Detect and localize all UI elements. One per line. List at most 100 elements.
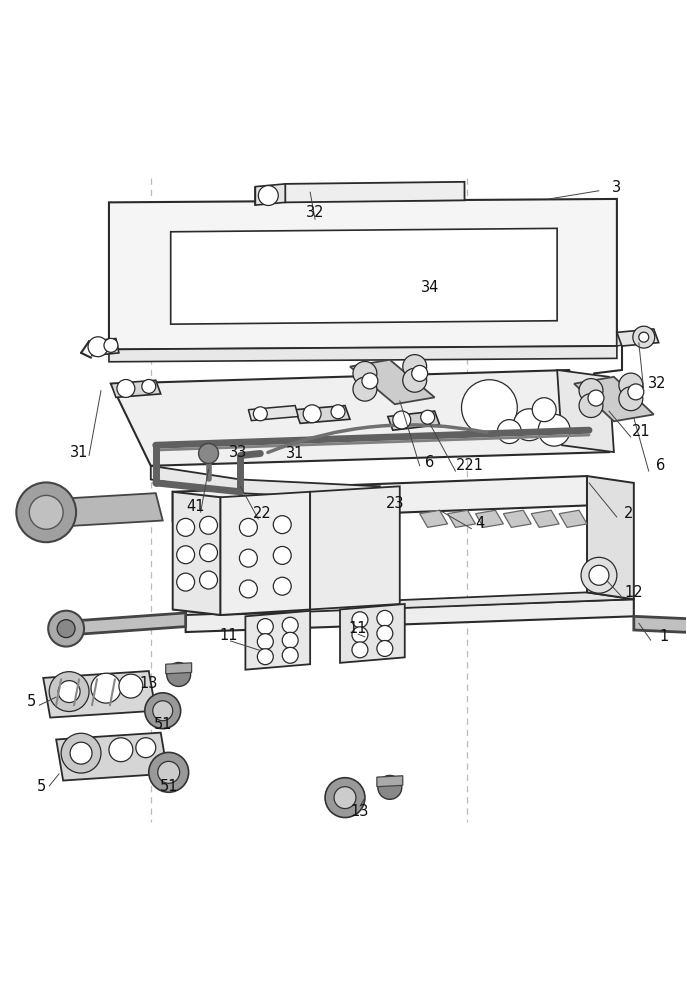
Text: 1: 1	[659, 629, 668, 644]
Text: 32: 32	[306, 205, 324, 220]
Polygon shape	[109, 346, 617, 362]
Polygon shape	[617, 329, 659, 346]
Circle shape	[91, 673, 121, 703]
Circle shape	[377, 625, 393, 641]
Circle shape	[353, 377, 377, 401]
Circle shape	[177, 546, 194, 564]
Circle shape	[331, 405, 345, 419]
Circle shape	[61, 733, 101, 773]
Polygon shape	[39, 493, 163, 527]
Circle shape	[619, 387, 643, 411]
Circle shape	[240, 518, 258, 536]
Circle shape	[57, 620, 75, 638]
Polygon shape	[111, 370, 609, 466]
Polygon shape	[109, 199, 617, 349]
Text: 5: 5	[36, 779, 46, 794]
Circle shape	[167, 663, 190, 686]
Polygon shape	[43, 671, 156, 718]
Circle shape	[362, 373, 378, 389]
Circle shape	[352, 642, 368, 658]
Circle shape	[258, 619, 273, 635]
Circle shape	[119, 674, 143, 698]
Polygon shape	[256, 184, 285, 205]
Polygon shape	[221, 492, 310, 615]
Text: 5: 5	[27, 694, 36, 709]
Circle shape	[273, 516, 291, 534]
Circle shape	[177, 518, 194, 536]
Text: 11: 11	[349, 621, 367, 636]
Circle shape	[325, 778, 365, 818]
Text: 3: 3	[612, 180, 622, 195]
Circle shape	[334, 787, 356, 809]
Polygon shape	[172, 592, 634, 615]
Circle shape	[199, 444, 218, 463]
Circle shape	[117, 380, 135, 397]
Polygon shape	[166, 663, 192, 674]
Polygon shape	[185, 599, 634, 632]
Circle shape	[240, 580, 258, 598]
Circle shape	[633, 326, 655, 348]
Circle shape	[142, 379, 156, 393]
Circle shape	[403, 368, 427, 392]
Circle shape	[282, 617, 298, 633]
Polygon shape	[574, 377, 654, 421]
Polygon shape	[634, 616, 687, 635]
Circle shape	[532, 398, 556, 422]
Circle shape	[258, 649, 273, 665]
Text: 51: 51	[153, 717, 172, 732]
Polygon shape	[89, 339, 119, 356]
Polygon shape	[340, 604, 405, 663]
Circle shape	[200, 571, 218, 589]
Polygon shape	[350, 360, 435, 404]
Polygon shape	[150, 466, 240, 493]
Circle shape	[273, 546, 291, 564]
Circle shape	[153, 701, 172, 721]
Polygon shape	[388, 411, 440, 430]
Circle shape	[588, 390, 604, 406]
Polygon shape	[111, 380, 161, 397]
Polygon shape	[377, 776, 403, 787]
Text: 4: 4	[475, 516, 484, 531]
Polygon shape	[172, 492, 221, 615]
Text: 34: 34	[420, 280, 439, 295]
Circle shape	[16, 482, 76, 542]
Circle shape	[579, 379, 603, 402]
Polygon shape	[557, 370, 614, 452]
Polygon shape	[249, 406, 298, 421]
Polygon shape	[91, 339, 109, 353]
Polygon shape	[559, 510, 587, 527]
Text: 33: 33	[229, 445, 247, 460]
Text: 23: 23	[385, 496, 404, 511]
Circle shape	[513, 409, 545, 441]
Circle shape	[393, 411, 411, 429]
Polygon shape	[587, 476, 634, 599]
Circle shape	[352, 612, 368, 628]
Circle shape	[497, 420, 521, 444]
Circle shape	[48, 611, 84, 647]
Circle shape	[177, 573, 194, 591]
Polygon shape	[447, 510, 475, 527]
Circle shape	[258, 186, 278, 205]
Polygon shape	[475, 510, 504, 527]
Circle shape	[462, 380, 517, 436]
Text: 12: 12	[624, 585, 643, 600]
Circle shape	[353, 361, 377, 385]
Text: 21: 21	[631, 424, 650, 439]
Text: 13: 13	[139, 676, 158, 691]
Text: 6: 6	[425, 455, 434, 470]
Circle shape	[581, 557, 617, 593]
Circle shape	[378, 775, 402, 799]
Polygon shape	[170, 228, 557, 324]
Circle shape	[377, 610, 393, 626]
Circle shape	[254, 407, 267, 421]
Circle shape	[579, 394, 603, 418]
Circle shape	[619, 373, 643, 397]
Polygon shape	[61, 613, 185, 635]
Circle shape	[104, 338, 118, 352]
Polygon shape	[295, 406, 350, 423]
Polygon shape	[504, 510, 531, 527]
Text: 41: 41	[186, 499, 205, 514]
Circle shape	[639, 332, 649, 342]
Text: 31: 31	[286, 446, 304, 461]
Circle shape	[589, 565, 609, 585]
